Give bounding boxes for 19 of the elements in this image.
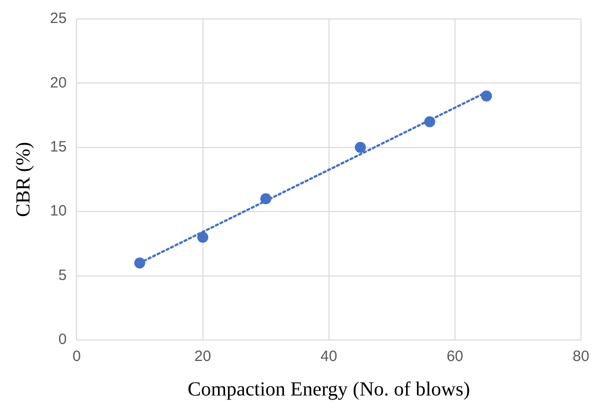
x-tick-label: 80	[572, 348, 590, 366]
y-tick-label: 20	[50, 74, 67, 92]
x-tick-label: 20	[194, 348, 212, 366]
y-tick-label: 0	[58, 331, 67, 348]
x-tick-label: 0	[72, 348, 81, 366]
point	[424, 116, 436, 128]
x-tick-label: 60	[446, 348, 464, 366]
y-tick-label: 5	[58, 266, 67, 284]
x-tick-label: 40	[320, 348, 338, 366]
y-tick-label: 10	[50, 202, 67, 220]
y-axis-title: CBR (%)	[12, 142, 34, 217]
point	[134, 257, 146, 268]
point	[354, 142, 366, 153]
y-tick-label: 15	[50, 138, 67, 156]
point	[260, 193, 272, 204]
x-axis-title: Compaction Energy (No. of blows)	[188, 378, 470, 400]
point	[480, 90, 492, 102]
y-tick-label: 25	[50, 10, 67, 28]
point	[197, 232, 208, 243]
